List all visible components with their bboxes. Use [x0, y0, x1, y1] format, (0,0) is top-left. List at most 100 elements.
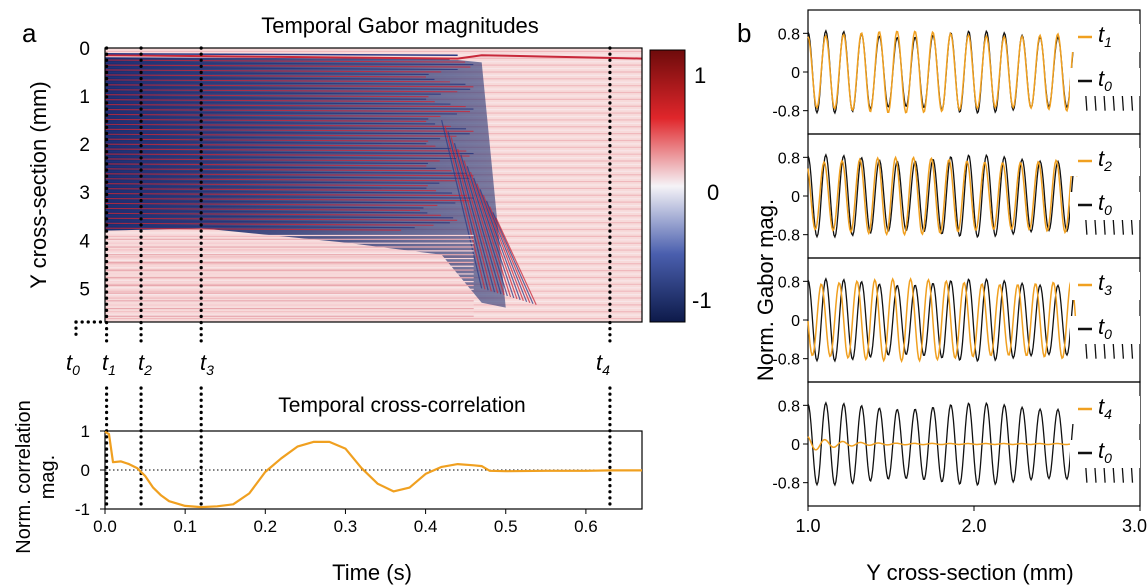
heatmap-stripe: [105, 128, 474, 132]
heatmap-collapse-streak: [447, 131, 489, 291]
panel-b-legend-label: t0: [1098, 190, 1112, 218]
panel-b-ytick-label: 0: [791, 65, 800, 82]
heatmap-stripe: [105, 202, 438, 207]
heatmap-surface-line-blue: [105, 53, 458, 56]
panel-b: b Norm. Gabor mag. 0.8 0 -0.8 t1 t0 0.8 0 -0.8 t…: [737, 9, 1147, 585]
heatmap-stripe: [105, 183, 428, 187]
heatmap-stripe: [105, 185, 427, 189]
heatmap-title: Temporal Gabor magnitudes: [261, 13, 539, 38]
heatmap-stripe: [105, 79, 451, 83]
panel-label-a: a: [22, 18, 37, 48]
heatmap-stripe: [105, 193, 467, 197]
panel-b-ytick-label: 0.8: [778, 26, 800, 43]
corr-title: Temporal cross-correlation: [278, 394, 525, 417]
heatmap-stripe: [105, 118, 427, 122]
heatmap-collapse-streak: [457, 148, 499, 294]
panel-b-t0-line: [807, 401, 1134, 487]
panel-b-subplot: 0.8 0 -0.8 t2 t0: [772, 133, 1141, 259]
heatmap-stripe: [105, 155, 457, 160]
heatmap-stripe: [105, 168, 452, 172]
heatmap-collapse-streak: [489, 206, 531, 304]
heatmap-stripe: [105, 170, 467, 174]
heatmap-stripe: [105, 123, 451, 127]
heatmap-stripe: [105, 151, 474, 155]
heatmap-stripe: [105, 158, 440, 162]
panel-b-t0-line: [807, 277, 1134, 363]
panel-b-ytick-label: -0.8: [772, 476, 800, 493]
heatmap-stripe: [105, 165, 436, 169]
panel-b-legend-label: t2: [1098, 146, 1112, 174]
panel-b-ytick-label: -0.8: [772, 352, 800, 369]
heatmap-stripe: [105, 215, 454, 219]
heatmap-stripe: [105, 207, 420, 211]
heatmap-stripe: [105, 136, 441, 140]
time-marker-label: t4: [596, 350, 610, 378]
marker-labels: t0 t1 t2 t3 t4: [66, 350, 610, 378]
panel-b-t0-line: [807, 153, 1134, 239]
panel-b-legend-label: t0: [1098, 438, 1112, 466]
panel-b-ytick-label: 0: [791, 437, 800, 454]
colorbar-tick-mid: 0: [707, 180, 719, 205]
heatmap-stripe: [105, 141, 427, 145]
panel-b-legend-label: t1: [1098, 22, 1112, 50]
heatmap-stripe: [105, 148, 467, 152]
time-marker-label: t1: [102, 350, 116, 378]
panel-a: a Temporal Gabor magnitudes Y cross-sect…: [22, 13, 719, 511]
panel-b-ytick-label: 0.8: [778, 398, 800, 415]
heatmap-stripe: [105, 195, 474, 199]
heatmap-ytick-label: 5: [79, 279, 90, 300]
corr-xtick-label: 0.3: [334, 517, 358, 536]
panel-b-plots: 0.80-0.8t1t00.80-0.8t2t00.80-0.8t3t00.80…: [772, 9, 1141, 507]
heatmap-stripe: [105, 173, 474, 177]
heatmap-stripe: [105, 143, 436, 147]
corr-xticks: 0.0 0.1 0.2 0.3 0.4 0.5 0.6: [93, 509, 598, 536]
heatmap-stripe: [105, 138, 429, 142]
heatmap-collapse-streak: [460, 154, 502, 295]
corr-ylabel-line2: mag.: [37, 455, 59, 499]
time-marker-label: t3: [200, 350, 214, 378]
heatmap-stripe: [105, 212, 441, 216]
heatmap-collapse-streak: [444, 125, 486, 290]
colorbar: [649, 49, 686, 323]
heatmap-stripe: [105, 210, 428, 214]
heatmap-collapse-streak: [463, 160, 505, 296]
heatmap-ylabel: Y cross-section (mm): [26, 81, 51, 288]
panel-a-correlation: Temporal cross-correlation Norm. correla…: [13, 394, 643, 585]
panel-b-ytick-label: 0: [791, 313, 800, 330]
heatmap-stripe: [105, 227, 402, 231]
heatmap-stripe: [105, 178, 456, 182]
heatmap-stripe: [105, 71, 429, 75]
time-marker-label: t2: [138, 350, 152, 378]
heatmap-stripe: [105, 108, 470, 113]
panel-b-xlabel: Y cross-section (mm): [866, 560, 1073, 585]
panel-b-legend-label: t0: [1098, 66, 1112, 94]
heatmap-ytick-label: 4: [79, 231, 90, 252]
heatmap-collapse-streak: [441, 119, 483, 289]
corr-xtick-label: 0.6: [574, 517, 598, 536]
heatmap-stripe: [105, 190, 453, 194]
panel-b-ytick-label: 0.8: [778, 150, 800, 167]
heatmap-ytick-label: 2: [79, 135, 90, 156]
panel-b-t-line: [807, 30, 1078, 114]
heatmap-stripe: [105, 146, 452, 150]
heatmap-stripe: [105, 76, 435, 80]
heatmap-content: [105, 48, 642, 320]
corr-ylabel-line1: Norm. correlation: [13, 400, 35, 553]
corr-xtick-label: 0.2: [253, 517, 277, 536]
heatmap-stripe: [105, 222, 434, 226]
heatmap-collapse-streak: [476, 183, 518, 300]
panel-b-ytick-label: -0.8: [772, 228, 800, 245]
heatmap-stripe: [105, 131, 470, 135]
corr-xtick-label: 0.0: [93, 517, 117, 536]
heatmap-stripe: [105, 69, 442, 73]
panel-b-subplot: 0.8 0 -0.8 t1 t0: [772, 9, 1141, 135]
corr-xlabel: Time (s): [332, 560, 412, 585]
heatmap-yticks: 0 1 2 3 4 5: [79, 39, 90, 300]
heatmap-stripe: [105, 205, 424, 209]
heatmap-stripe: [105, 113, 441, 118]
heatmap-stripe: [105, 217, 458, 221]
heatmap-stripe: [105, 160, 428, 164]
heatmap-stripe: [105, 121, 436, 125]
corr-ytick-label: -1: [75, 500, 90, 519]
heatmap-collapse-streak: [495, 217, 537, 305]
